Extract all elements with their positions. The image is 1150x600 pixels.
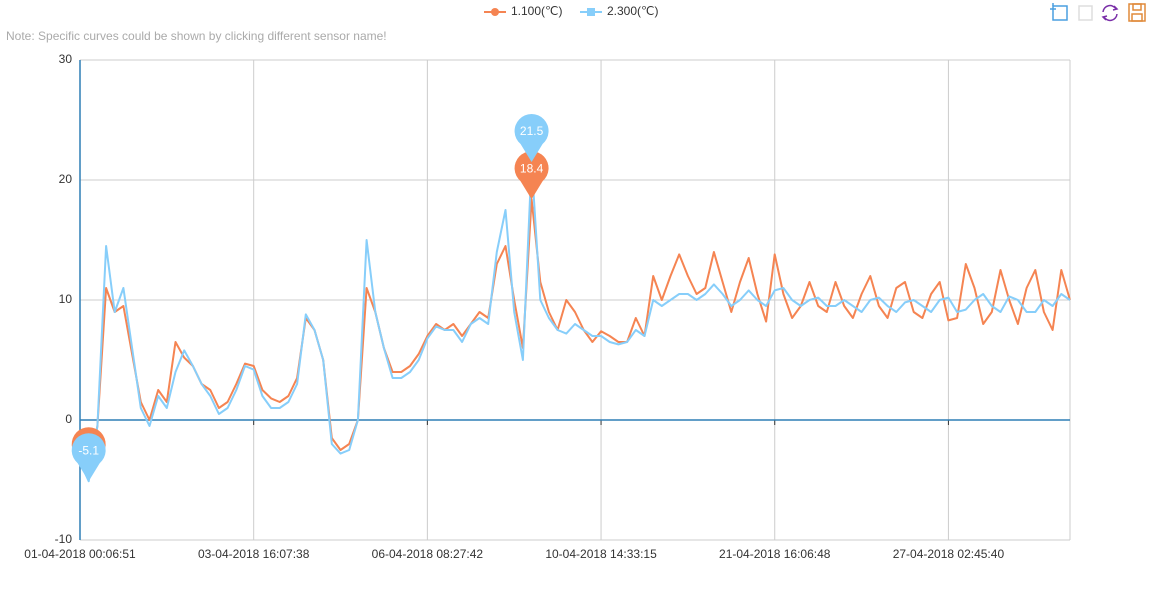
mark-pin (514, 151, 549, 200)
note: Note: Specific curves could be shown by … (6, 29, 387, 43)
mark-pin (71, 433, 106, 482)
save-button[interactable] (1128, 3, 1146, 22)
x-tick-label: 03-04-2018 16:07:38 (198, 547, 310, 561)
y-tick-label: 30 (59, 52, 73, 66)
x-tick-label: 10-04-2018 14:33:15 (545, 547, 657, 561)
legend-label: 2.300(℃) (607, 4, 659, 18)
x-tick-label: 01-04-2018 00:06:51 (24, 547, 136, 561)
mark-label: -5.1 (78, 443, 99, 457)
legend-item[interactable]: 2.300(℃) (580, 4, 659, 18)
legend-item[interactable]: 1.100(℃) (484, 4, 563, 18)
mark-label: 18.4 (520, 161, 544, 175)
series-line (79, 161, 1071, 483)
legend-swatch (491, 8, 499, 16)
y-tick-label: 20 (59, 172, 73, 186)
toolbox (1050, 3, 1146, 22)
legend-label: 1.100(℃) (511, 4, 563, 18)
mark-label: 21.5 (520, 124, 544, 138)
legend-swatch (587, 8, 595, 16)
x-tick-label: 21-04-2018 16:06:48 (719, 547, 831, 561)
mark-pin (514, 114, 549, 162)
zoom-button[interactable] (1050, 3, 1068, 21)
y-tick-label: -10 (55, 532, 73, 546)
y-tick-label: 10 (59, 292, 73, 306)
series-line (79, 198, 1071, 477)
y-tick-label: 0 (65, 412, 72, 426)
x-tick-label: 27-04-2018 02:45:40 (893, 547, 1005, 561)
restore-button[interactable] (1101, 4, 1119, 22)
zoom-reset-button[interactable] (1078, 5, 1093, 21)
x-tick-label: 06-04-2018 08:27:42 (372, 547, 484, 561)
